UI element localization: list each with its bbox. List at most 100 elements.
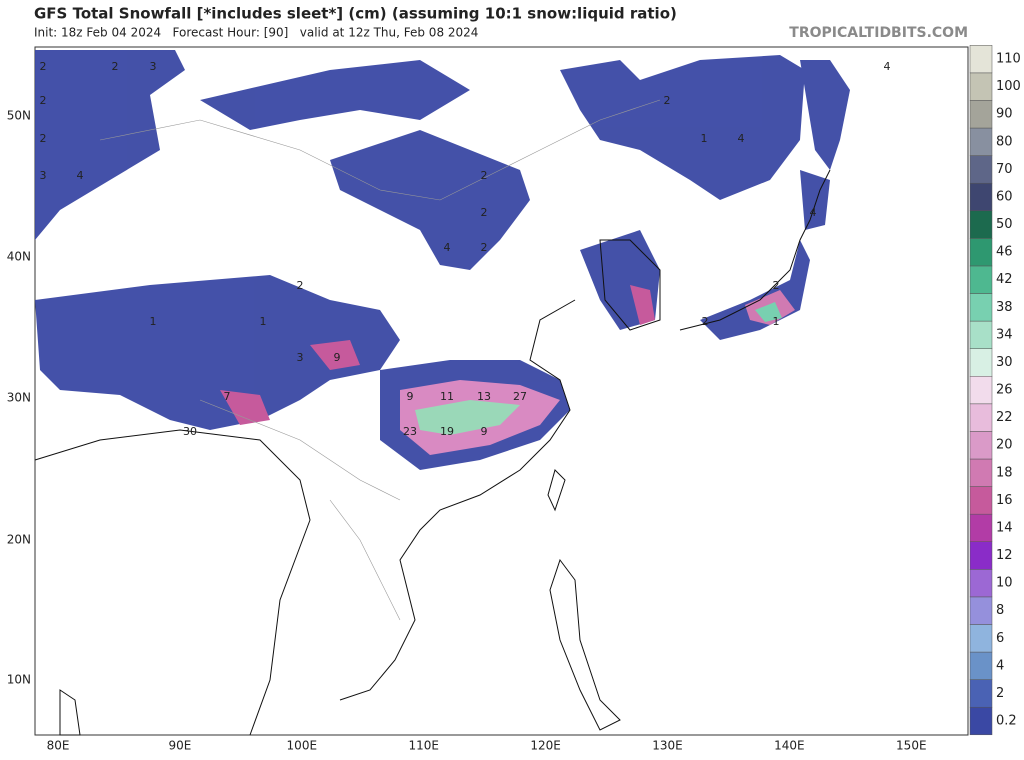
colorbar-segment bbox=[969, 624, 993, 653]
colorbar-label: 26 bbox=[996, 383, 1013, 398]
colorbar-label: 34 bbox=[996, 327, 1013, 342]
colorbar-label: 18 bbox=[996, 465, 1013, 480]
colorbar-segment bbox=[969, 348, 993, 377]
map-label: 4 bbox=[810, 206, 817, 219]
colorbar-segment bbox=[969, 541, 993, 570]
colorbar-segment bbox=[969, 596, 993, 625]
latitude-label: 10N bbox=[7, 673, 31, 687]
map-label: 11 bbox=[440, 390, 454, 403]
map-label: 9 bbox=[334, 351, 341, 364]
snow-heavy bbox=[220, 285, 795, 455]
colorbar-label: 16 bbox=[996, 493, 1013, 508]
map-label: 4 bbox=[738, 132, 745, 145]
colorbar-label: 110 bbox=[996, 52, 1021, 67]
longitude-label: 130E bbox=[652, 739, 683, 753]
map-label: 2 bbox=[481, 169, 488, 182]
colorbar-label: 70 bbox=[996, 162, 1013, 177]
colorbar-label: 2 bbox=[996, 686, 1004, 701]
colorbar-segment bbox=[969, 238, 993, 267]
colorbar-segment bbox=[969, 127, 993, 156]
map-label: 2 bbox=[702, 315, 709, 328]
map-label: 2 bbox=[481, 241, 488, 254]
map-label: 2 bbox=[112, 60, 119, 73]
colorbar-label: 22 bbox=[996, 410, 1013, 425]
colorbar-segment bbox=[969, 45, 993, 74]
longitude-label: 80E bbox=[47, 739, 70, 753]
colorbar-label: 80 bbox=[996, 134, 1013, 149]
coastlines bbox=[34, 169, 831, 736]
colorbar-label: 0.2 bbox=[996, 714, 1017, 729]
map-label: 2 bbox=[40, 94, 47, 107]
map-label: 13 bbox=[477, 390, 491, 403]
map-label: 1 bbox=[773, 315, 780, 328]
map-label: 2 bbox=[773, 279, 780, 292]
map-label: 2 bbox=[481, 206, 488, 219]
brand: TROPICALTIDBITS.COM bbox=[789, 25, 968, 41]
colorbar-segment bbox=[969, 486, 993, 515]
map-label: 19 bbox=[440, 425, 454, 438]
latitude-label: 40N bbox=[7, 250, 31, 264]
colorbar-label: 6 bbox=[996, 631, 1004, 646]
colorbar-segment bbox=[969, 72, 993, 101]
colorbar-segment bbox=[969, 265, 993, 294]
colorbar-segment bbox=[969, 651, 993, 680]
map-label: 27 bbox=[513, 390, 527, 403]
map-label: 2 bbox=[297, 279, 304, 292]
map-label: 7 bbox=[224, 390, 231, 403]
map-label: 1 bbox=[701, 132, 708, 145]
latitude-label: 50N bbox=[7, 109, 31, 123]
colorbar-label: 14 bbox=[996, 520, 1013, 535]
longitude-label: 140E bbox=[774, 739, 805, 753]
subtitle: Init: 18z Feb 04 2024 Forecast Hour: [90… bbox=[34, 26, 478, 40]
colorbar-segment bbox=[969, 513, 993, 542]
colorbar-label: 30 bbox=[996, 355, 1013, 370]
longitude-label: 110E bbox=[408, 739, 439, 753]
map-label: 2 bbox=[40, 132, 47, 145]
map-label: 4 bbox=[77, 169, 84, 182]
map-label: 4 bbox=[444, 241, 451, 254]
map-label: 1 bbox=[260, 315, 267, 328]
colorbar-segment bbox=[969, 210, 993, 239]
title: GFS Total Snowfall [*includes sleet*] (c… bbox=[34, 5, 677, 23]
colorbar-label: 4 bbox=[996, 658, 1004, 673]
map-label: 1 bbox=[150, 315, 157, 328]
map-label: 3 bbox=[297, 351, 304, 364]
colorbar-label: 10 bbox=[996, 576, 1013, 591]
colorbar-segment bbox=[969, 376, 993, 405]
colorbar-segment bbox=[969, 458, 993, 487]
colorbar-segment bbox=[969, 679, 993, 708]
latitude-label: 30N bbox=[7, 391, 31, 405]
map-label: 9 bbox=[407, 390, 414, 403]
colorbar-label: 12 bbox=[996, 548, 1013, 563]
map-label: 23 bbox=[403, 425, 417, 438]
colorbar-label: 20 bbox=[996, 438, 1013, 453]
longitude-label: 90E bbox=[168, 739, 191, 753]
colorbar-segment bbox=[969, 706, 993, 736]
map-label: 3 bbox=[40, 169, 47, 182]
map-label: 30 bbox=[183, 425, 197, 438]
colorbar-label: 8 bbox=[996, 603, 1004, 618]
longitude-label: 150E bbox=[896, 739, 927, 753]
colorbar-label: 46 bbox=[996, 245, 1013, 260]
map-label: 9 bbox=[481, 425, 488, 438]
colorbar-segment bbox=[969, 320, 993, 349]
colorbar-label: 100 bbox=[996, 79, 1021, 94]
longitude-label: 100E bbox=[287, 739, 318, 753]
colorbar-segment bbox=[969, 155, 993, 184]
borders bbox=[99, 99, 661, 621]
colorbar-segment bbox=[969, 293, 993, 322]
colorbar-label: 38 bbox=[996, 300, 1013, 315]
colorbar-label: 60 bbox=[996, 189, 1013, 204]
colorbar-segment bbox=[969, 100, 993, 129]
longitude-label: 120E bbox=[530, 739, 561, 753]
colorbar-segment bbox=[969, 431, 993, 460]
colorbar-segment bbox=[969, 403, 993, 432]
map-label: 3 bbox=[150, 60, 157, 73]
map-label: 2 bbox=[664, 94, 671, 107]
latitude-label: 20N bbox=[7, 533, 31, 547]
colorbar-label: 42 bbox=[996, 272, 1013, 287]
colorbar-label: 50 bbox=[996, 217, 1013, 232]
map bbox=[34, 46, 969, 736]
colorbar-segment bbox=[969, 569, 993, 598]
